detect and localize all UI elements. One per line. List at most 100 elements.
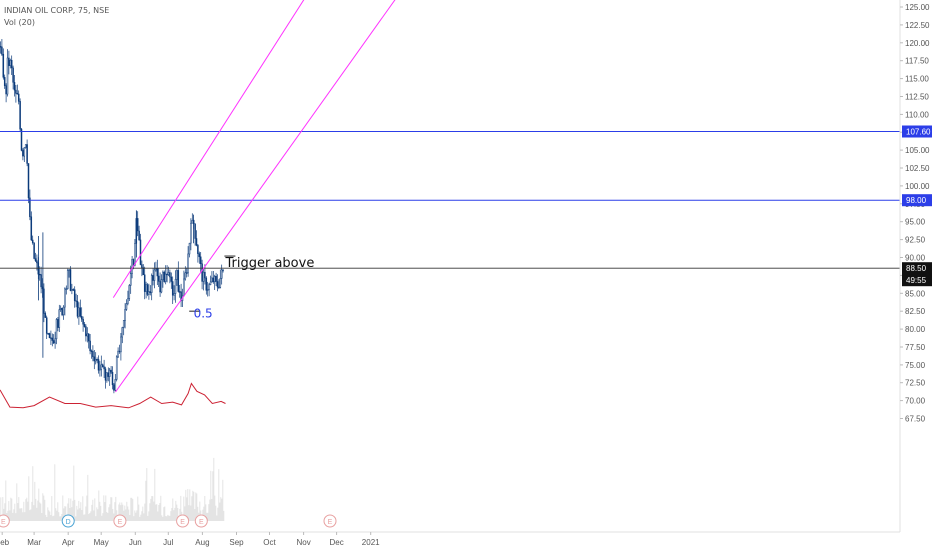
volume-bar xyxy=(216,515,218,521)
volume-bar xyxy=(153,501,155,521)
candle-body xyxy=(146,284,149,295)
volume-bar xyxy=(35,498,37,521)
volume-bar xyxy=(36,507,38,521)
volume-bar xyxy=(152,496,154,521)
volume-bar xyxy=(144,503,146,521)
volume-bar xyxy=(17,503,19,521)
volume-bar xyxy=(56,510,58,521)
candle-body xyxy=(219,278,222,288)
volume-bar xyxy=(166,516,168,521)
candle-body xyxy=(208,284,210,290)
x-tick-label: 2021 xyxy=(362,538,380,547)
volume-bar xyxy=(214,495,216,521)
bar-countdown: 49:55 xyxy=(906,276,927,285)
candle-body xyxy=(120,336,122,353)
volume-bar xyxy=(119,502,121,521)
volume-bar xyxy=(15,513,17,521)
volume-bar xyxy=(162,516,164,521)
candle-body xyxy=(40,274,42,288)
volume-bar xyxy=(218,469,220,521)
volume-bar xyxy=(40,503,42,521)
y-tick-label: 115.00 xyxy=(905,75,929,84)
volume-bar xyxy=(199,501,201,521)
volume-bar xyxy=(16,483,18,521)
candle-body xyxy=(1,46,3,55)
current-price-badge xyxy=(902,262,932,287)
volume-bar xyxy=(34,481,36,521)
volume-bar xyxy=(106,512,108,521)
volume-bar xyxy=(154,468,156,521)
volume-bar xyxy=(175,500,177,521)
y-tick-label: 122.50 xyxy=(905,21,930,30)
candle-body xyxy=(86,333,89,337)
marker-label: E xyxy=(328,519,333,526)
candle-body xyxy=(69,269,72,291)
volume-ma-line xyxy=(0,382,226,409)
volume-bar xyxy=(157,511,159,521)
fib-annotation: 0.5 xyxy=(194,307,213,321)
candle-body xyxy=(163,271,166,282)
volume-bar xyxy=(73,465,75,521)
candle-body xyxy=(55,319,58,340)
volume-bar xyxy=(139,516,141,521)
candle-body xyxy=(211,277,213,283)
candle-body xyxy=(142,267,145,276)
volume-bar xyxy=(141,511,143,521)
candle-body xyxy=(138,230,140,241)
volume-bar xyxy=(95,516,97,521)
dividend-marker xyxy=(61,514,75,528)
candle-body xyxy=(90,350,93,352)
volume-bar xyxy=(179,508,181,521)
volume-bar xyxy=(75,516,77,521)
candle-body xyxy=(96,359,98,361)
volume-bar xyxy=(9,510,11,521)
volume-bar xyxy=(208,504,210,521)
volume-bar xyxy=(72,500,74,521)
x-tick-label: Apr xyxy=(62,538,75,547)
earnings-marker xyxy=(113,514,127,528)
volume-bar xyxy=(62,495,64,521)
candle-body xyxy=(215,275,217,282)
volume-bar xyxy=(135,512,137,521)
volume-bar xyxy=(84,514,86,521)
volume-bar xyxy=(173,510,175,521)
candle-body xyxy=(162,271,164,280)
candle-body xyxy=(27,163,30,199)
candle-body xyxy=(10,59,13,69)
volume-bar xyxy=(48,510,50,521)
volume-bar xyxy=(28,476,30,521)
volume-bar xyxy=(149,503,151,521)
candle-body xyxy=(198,253,201,258)
candle-body xyxy=(156,268,159,277)
y-tick-label: 105.00 xyxy=(905,146,930,155)
volume-bar xyxy=(136,510,138,521)
channel-line xyxy=(115,0,396,393)
volume-bar xyxy=(192,490,194,521)
volume-bar xyxy=(23,501,25,521)
candle-body xyxy=(174,279,177,294)
volume-bar xyxy=(177,508,179,521)
volume-bar xyxy=(190,505,192,521)
volume-bar xyxy=(81,510,83,521)
volume-bar xyxy=(125,509,127,521)
symbol-title: INDIAN OIL CORP, 75, NSE xyxy=(4,6,110,15)
x-tick-label: Aug xyxy=(195,538,209,547)
volume-bar xyxy=(194,509,196,521)
volume-bar xyxy=(127,506,129,521)
volume-bar xyxy=(20,508,22,521)
candle-body xyxy=(143,274,146,292)
volume-bar xyxy=(58,512,60,521)
y-tick-label: 82.50 xyxy=(905,307,926,316)
volume-bar xyxy=(115,496,117,521)
x-tick-label: May xyxy=(94,538,109,547)
candle-body xyxy=(43,288,45,314)
candle-body xyxy=(71,289,73,291)
volume-bar xyxy=(97,509,99,521)
candle-body xyxy=(131,259,133,274)
candle-body xyxy=(47,333,49,335)
candle-body xyxy=(16,93,19,95)
volume-bar xyxy=(169,515,171,521)
x-tick-label: Jun xyxy=(129,538,142,547)
volume-bar xyxy=(148,511,150,521)
